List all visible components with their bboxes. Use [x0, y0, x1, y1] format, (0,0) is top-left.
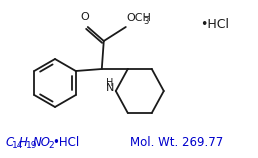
Text: 19: 19: [26, 142, 37, 151]
Text: •HCl: •HCl: [200, 18, 229, 31]
Text: OCH: OCH: [127, 13, 152, 23]
Text: Mol. Wt. 269.77: Mol. Wt. 269.77: [130, 137, 223, 149]
Text: NO: NO: [33, 137, 51, 149]
Text: •HCl: •HCl: [52, 137, 79, 149]
Text: 3: 3: [144, 17, 149, 26]
Text: 14: 14: [12, 142, 23, 151]
Text: N: N: [106, 83, 114, 93]
Text: H: H: [106, 78, 114, 88]
Text: 2: 2: [48, 142, 54, 151]
Text: O: O: [80, 12, 89, 22]
Text: C: C: [5, 137, 13, 149]
Text: H: H: [19, 137, 28, 149]
